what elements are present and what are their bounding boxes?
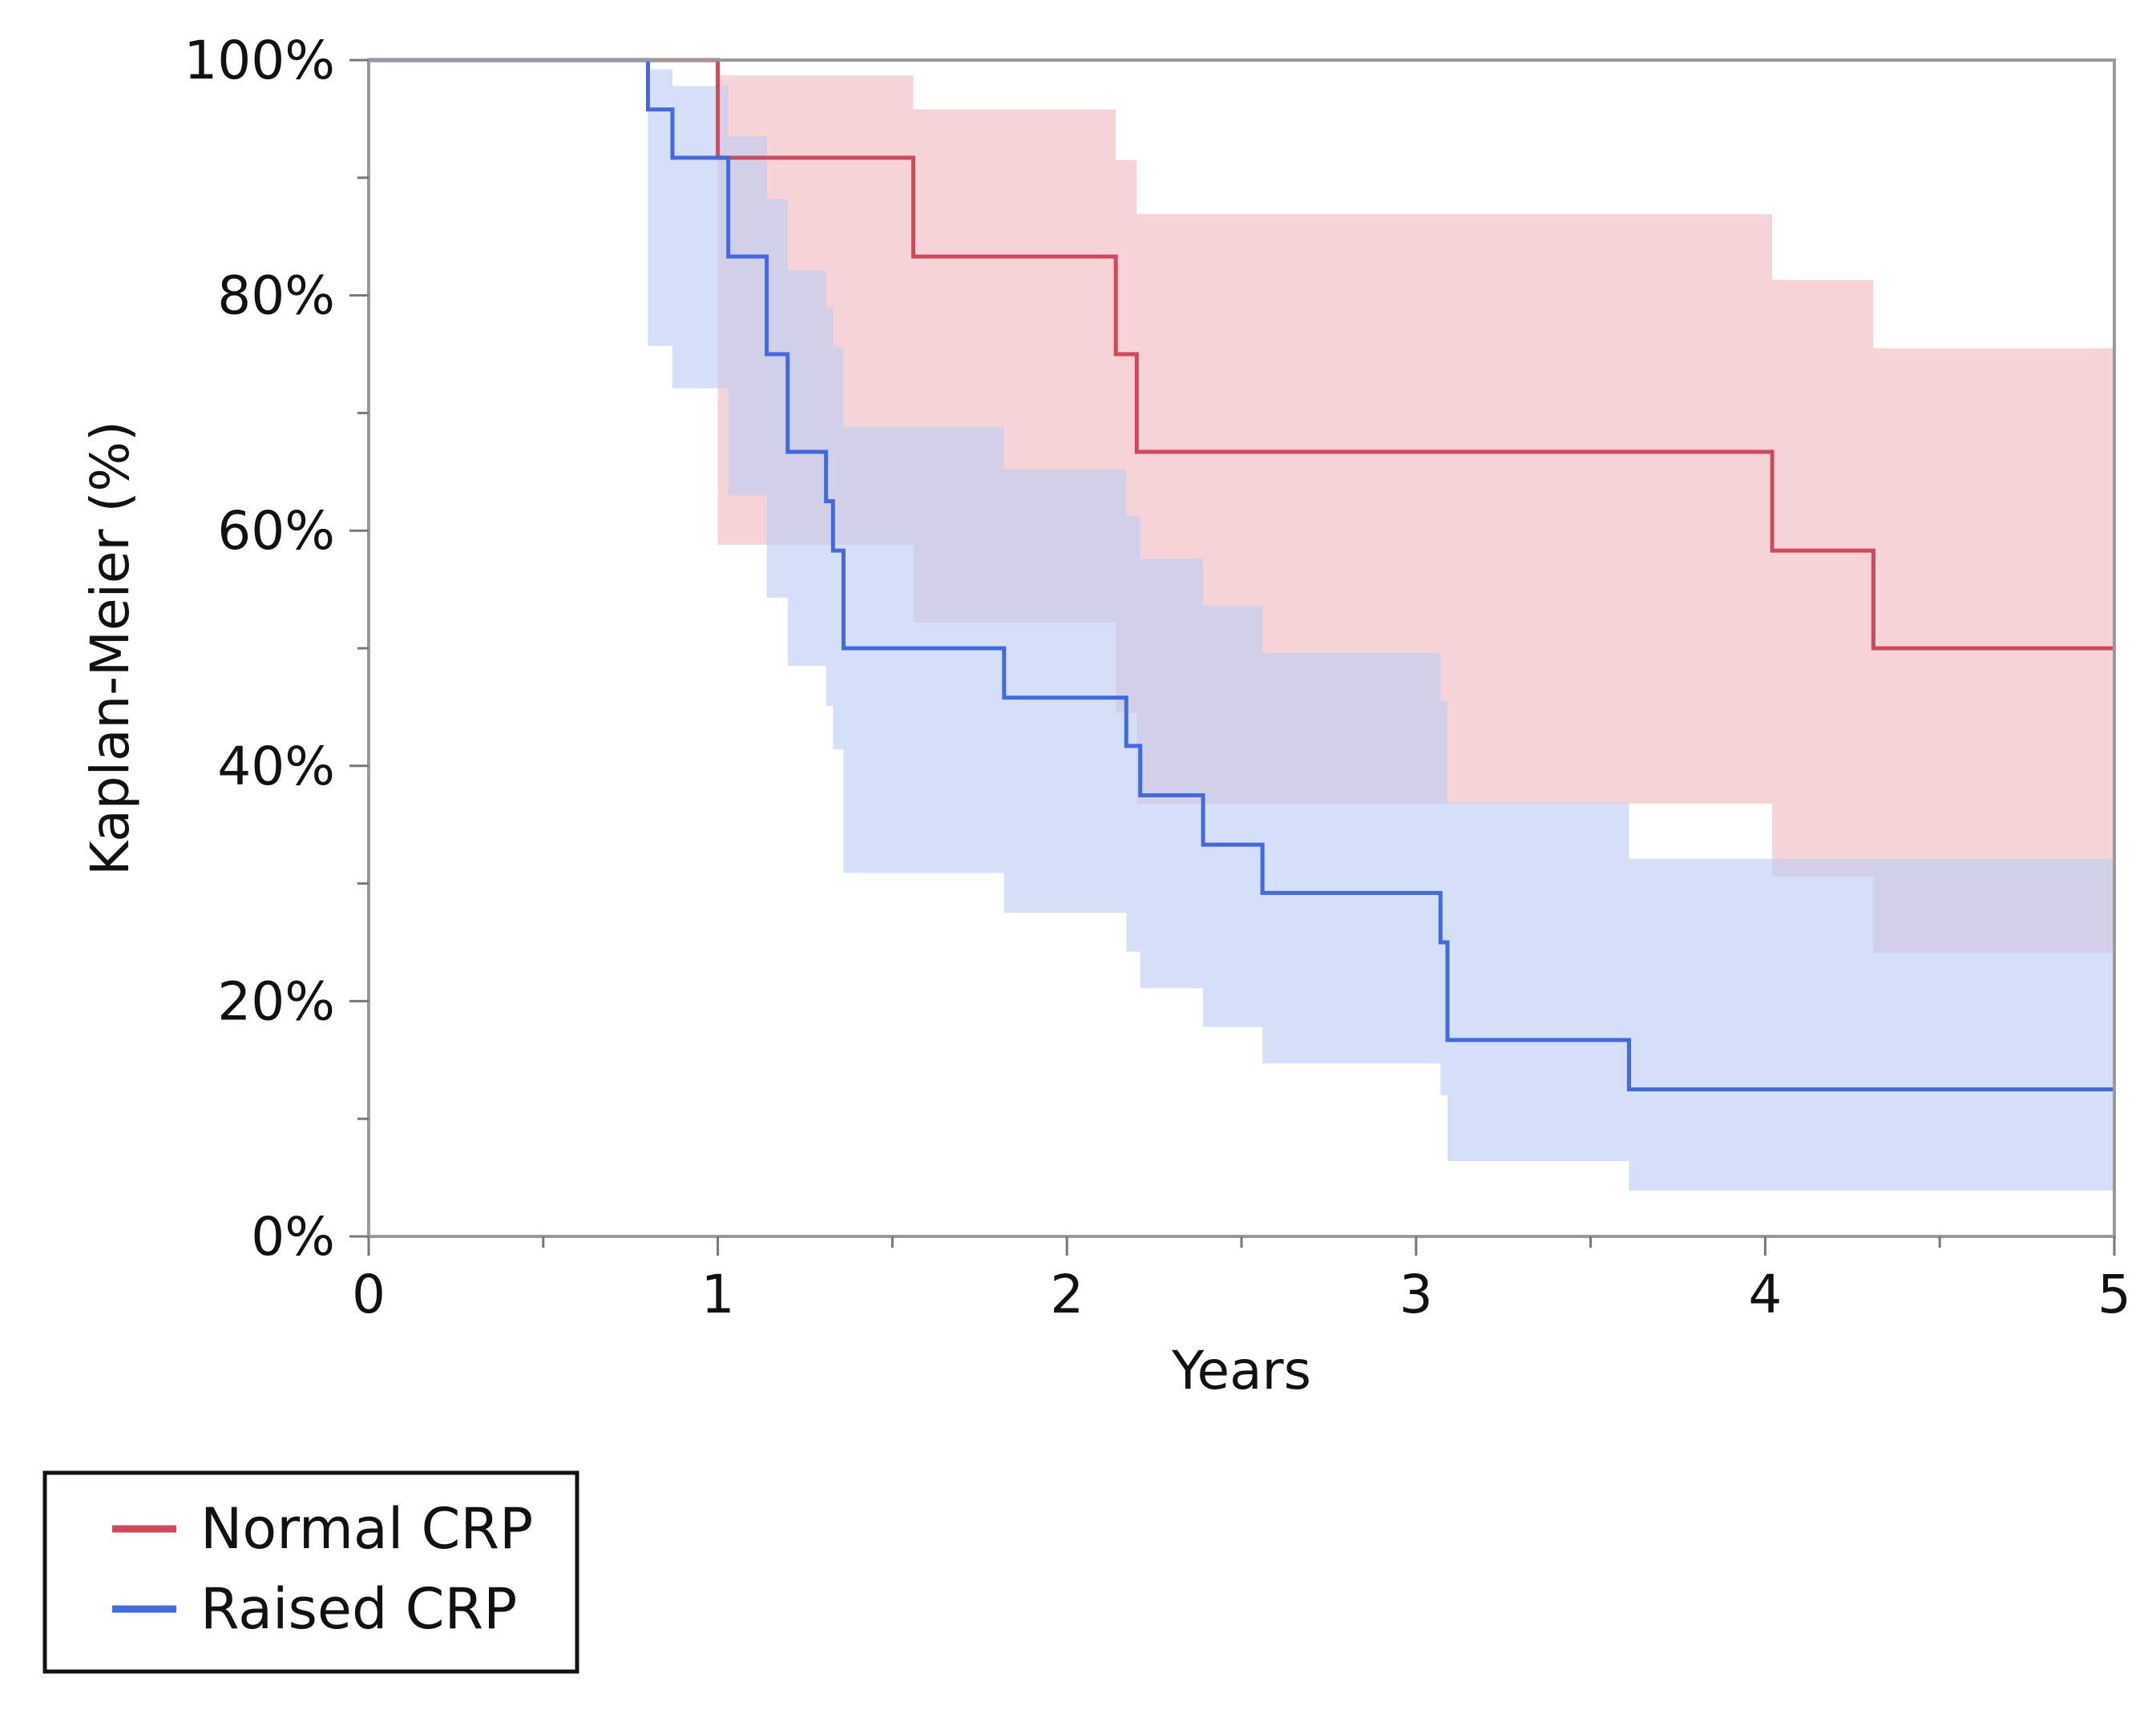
y-tick-label: 80%: [217, 265, 335, 327]
legend: Normal CRP Raised CRP: [42, 1470, 579, 1674]
survival-line-normal-crp: [369, 58, 2114, 651]
x-tick-label: 0: [352, 1264, 386, 1325]
legend-box: [42, 1470, 579, 1674]
survival-curves: [369, 58, 2114, 1091]
y-tick-label: 0%: [251, 1206, 335, 1268]
x-tick-label: 1: [701, 1264, 735, 1325]
y-axis-title: Kaplan-Meier (%): [79, 421, 141, 876]
y-tick-label: 40%: [217, 736, 335, 797]
confidence-bands: [369, 60, 2114, 1191]
x-tick-label: 5: [2097, 1264, 2131, 1325]
y-tick-label: 20%: [217, 970, 335, 1032]
x-tick-label: 2: [1050, 1264, 1084, 1325]
survival-line-raised-crp: [369, 58, 2114, 1091]
confidence-band-raised-crp: [369, 60, 2114, 1191]
x-tick-label: 4: [1748, 1264, 1782, 1325]
y-tick-label: 100%: [184, 30, 335, 91]
x-axis-title: Years: [1171, 1340, 1311, 1401]
y-axis: 0% 20% 40% 60% 80% 100%: [184, 30, 369, 1268]
legend-label-raised-crp: Raised CRP: [200, 1576, 517, 1642]
legend-label-normal-crp: Normal CRP: [200, 1496, 533, 1562]
x-axis: 0 1 2 3 4 5: [352, 1236, 2131, 1325]
y-tick-label: 60%: [217, 500, 335, 562]
x-tick-label: 3: [1399, 1264, 1433, 1325]
